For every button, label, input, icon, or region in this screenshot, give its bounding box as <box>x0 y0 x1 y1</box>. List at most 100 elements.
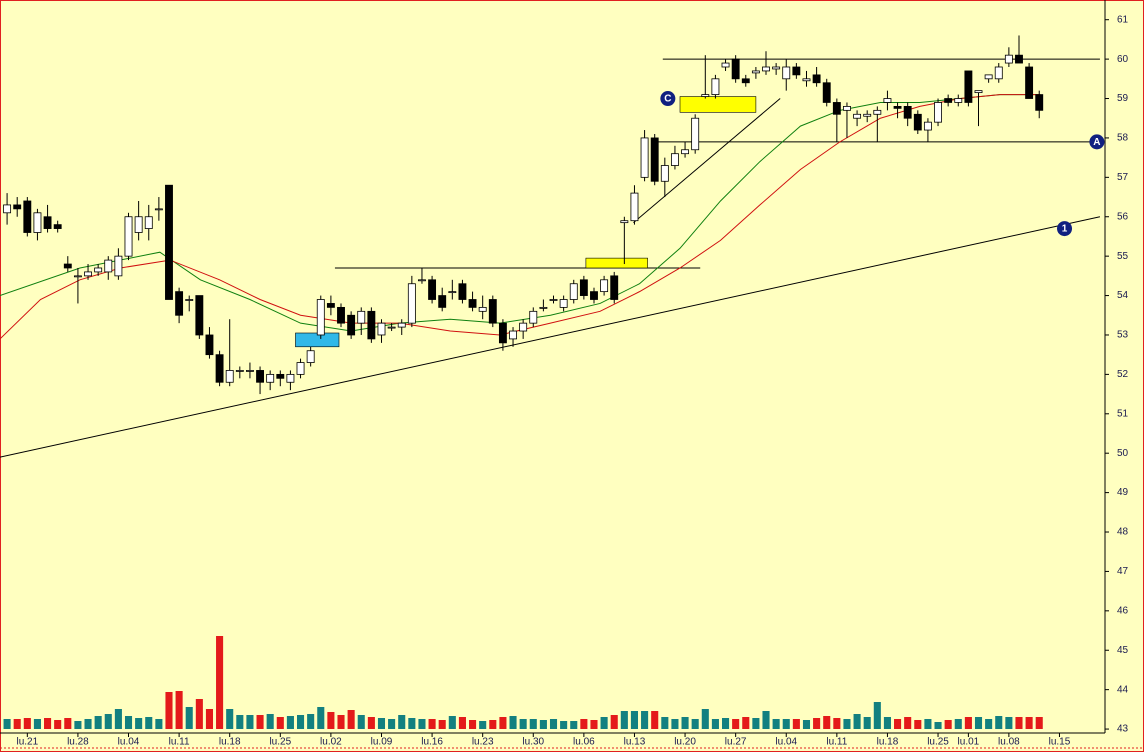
candle-body <box>630 192 639 222</box>
candle-body <box>326 303 335 308</box>
volume-bar <box>792 719 800 729</box>
volume-bar <box>13 719 21 729</box>
candle-body <box>964 70 973 103</box>
volume-bar <box>33 719 41 729</box>
volume-bar <box>681 717 689 729</box>
volume-bar <box>448 716 456 729</box>
candle-body <box>903 106 912 119</box>
volume-bar <box>509 716 517 729</box>
candle-body <box>832 102 841 115</box>
x-tick-label: lu.08 <box>998 737 1020 748</box>
x-tick-label: lu.15 <box>1049 737 1071 748</box>
marker: A <box>1089 134 1105 150</box>
volume-bar <box>883 717 891 729</box>
candle-body <box>539 306 548 309</box>
candle-body <box>63 263 72 269</box>
candle-body <box>43 216 52 229</box>
candle-body <box>843 106 851 111</box>
volume-bar <box>499 717 507 729</box>
y-tick-label: 51 <box>1117 408 1129 419</box>
volume-bar <box>560 721 568 729</box>
volume-bar <box>145 717 153 729</box>
y-tick-label: 44 <box>1117 684 1129 695</box>
candle-body <box>670 153 679 166</box>
y-tick-label: 52 <box>1117 369 1129 380</box>
candle-body <box>347 314 356 336</box>
y-tick-label: 48 <box>1117 527 1129 538</box>
volume-bar <box>377 718 386 729</box>
volume-bar <box>185 707 193 729</box>
volume-bar <box>438 720 446 729</box>
x-tick-label: lu.25 <box>927 737 949 748</box>
candle-body <box>650 137 659 182</box>
x-tick-label: lu.23 <box>472 737 494 748</box>
candle-body <box>195 295 204 336</box>
volume-bar <box>276 717 284 729</box>
volume-bar <box>64 718 72 729</box>
volume-bar <box>600 717 608 729</box>
volume-bar <box>155 719 163 729</box>
volume-bar <box>863 717 871 729</box>
marker-label: A <box>1093 137 1100 148</box>
volume-bar <box>479 721 487 729</box>
volume-bar <box>458 717 466 729</box>
candle-body <box>94 267 103 273</box>
x-tick-label: lu.04 <box>118 737 140 748</box>
candle-body <box>954 98 963 103</box>
x-tick-label: lu.30 <box>522 737 544 748</box>
volume-bar <box>934 722 942 729</box>
volume-bar <box>489 720 497 729</box>
volume-bar <box>337 715 345 729</box>
marker-label: C <box>664 94 671 105</box>
volume-bar <box>84 719 92 729</box>
candle-body <box>569 283 578 300</box>
candle-body <box>296 362 305 375</box>
candle-body <box>509 330 517 340</box>
volume-bar <box>954 719 962 729</box>
moving-average <box>0 94 1041 340</box>
candle-body <box>590 291 598 300</box>
x-tick-label: lu.20 <box>674 737 696 748</box>
marker: 1 <box>1057 221 1073 237</box>
volume-bar <box>630 711 639 729</box>
volume-bar <box>691 719 699 729</box>
volume-bar <box>742 717 750 729</box>
candle-body <box>681 149 690 155</box>
volume-bar <box>732 719 740 729</box>
candle-body <box>944 98 953 103</box>
candle-body <box>306 350 315 363</box>
moving-average <box>0 94 1041 332</box>
y-tick-label: 60 <box>1117 54 1129 65</box>
candle-body <box>610 275 619 300</box>
volume-bar <box>782 719 790 729</box>
volume-bar <box>317 707 325 729</box>
volume-bar <box>570 721 578 729</box>
volume-bar <box>286 716 294 729</box>
volume-bar <box>307 714 315 729</box>
candle-body <box>53 224 62 229</box>
trend-line <box>0 216 1101 458</box>
candle-body <box>731 58 740 80</box>
y-tick-label: 45 <box>1117 645 1129 656</box>
volume-bar <box>823 716 831 729</box>
candle-body <box>751 70 760 74</box>
candle-body <box>478 306 487 312</box>
volume-bar <box>1015 717 1023 729</box>
volume-bar <box>651 711 659 729</box>
y-tick-label: 57 <box>1117 172 1129 183</box>
candle-body <box>3 204 12 214</box>
candle-body <box>711 78 720 95</box>
x-tick-label: lu.28 <box>67 737 89 748</box>
volume-bar <box>1035 717 1043 729</box>
volume-bar <box>165 692 173 729</box>
volume-bar <box>246 715 254 729</box>
volume-bar <box>216 636 224 729</box>
candle-body <box>266 373 275 383</box>
volume-bar <box>408 718 416 729</box>
volume-bar <box>549 719 558 729</box>
candle-body <box>225 370 234 383</box>
volume-bar <box>124 716 133 729</box>
x-tick-label: lu.25 <box>269 737 291 748</box>
